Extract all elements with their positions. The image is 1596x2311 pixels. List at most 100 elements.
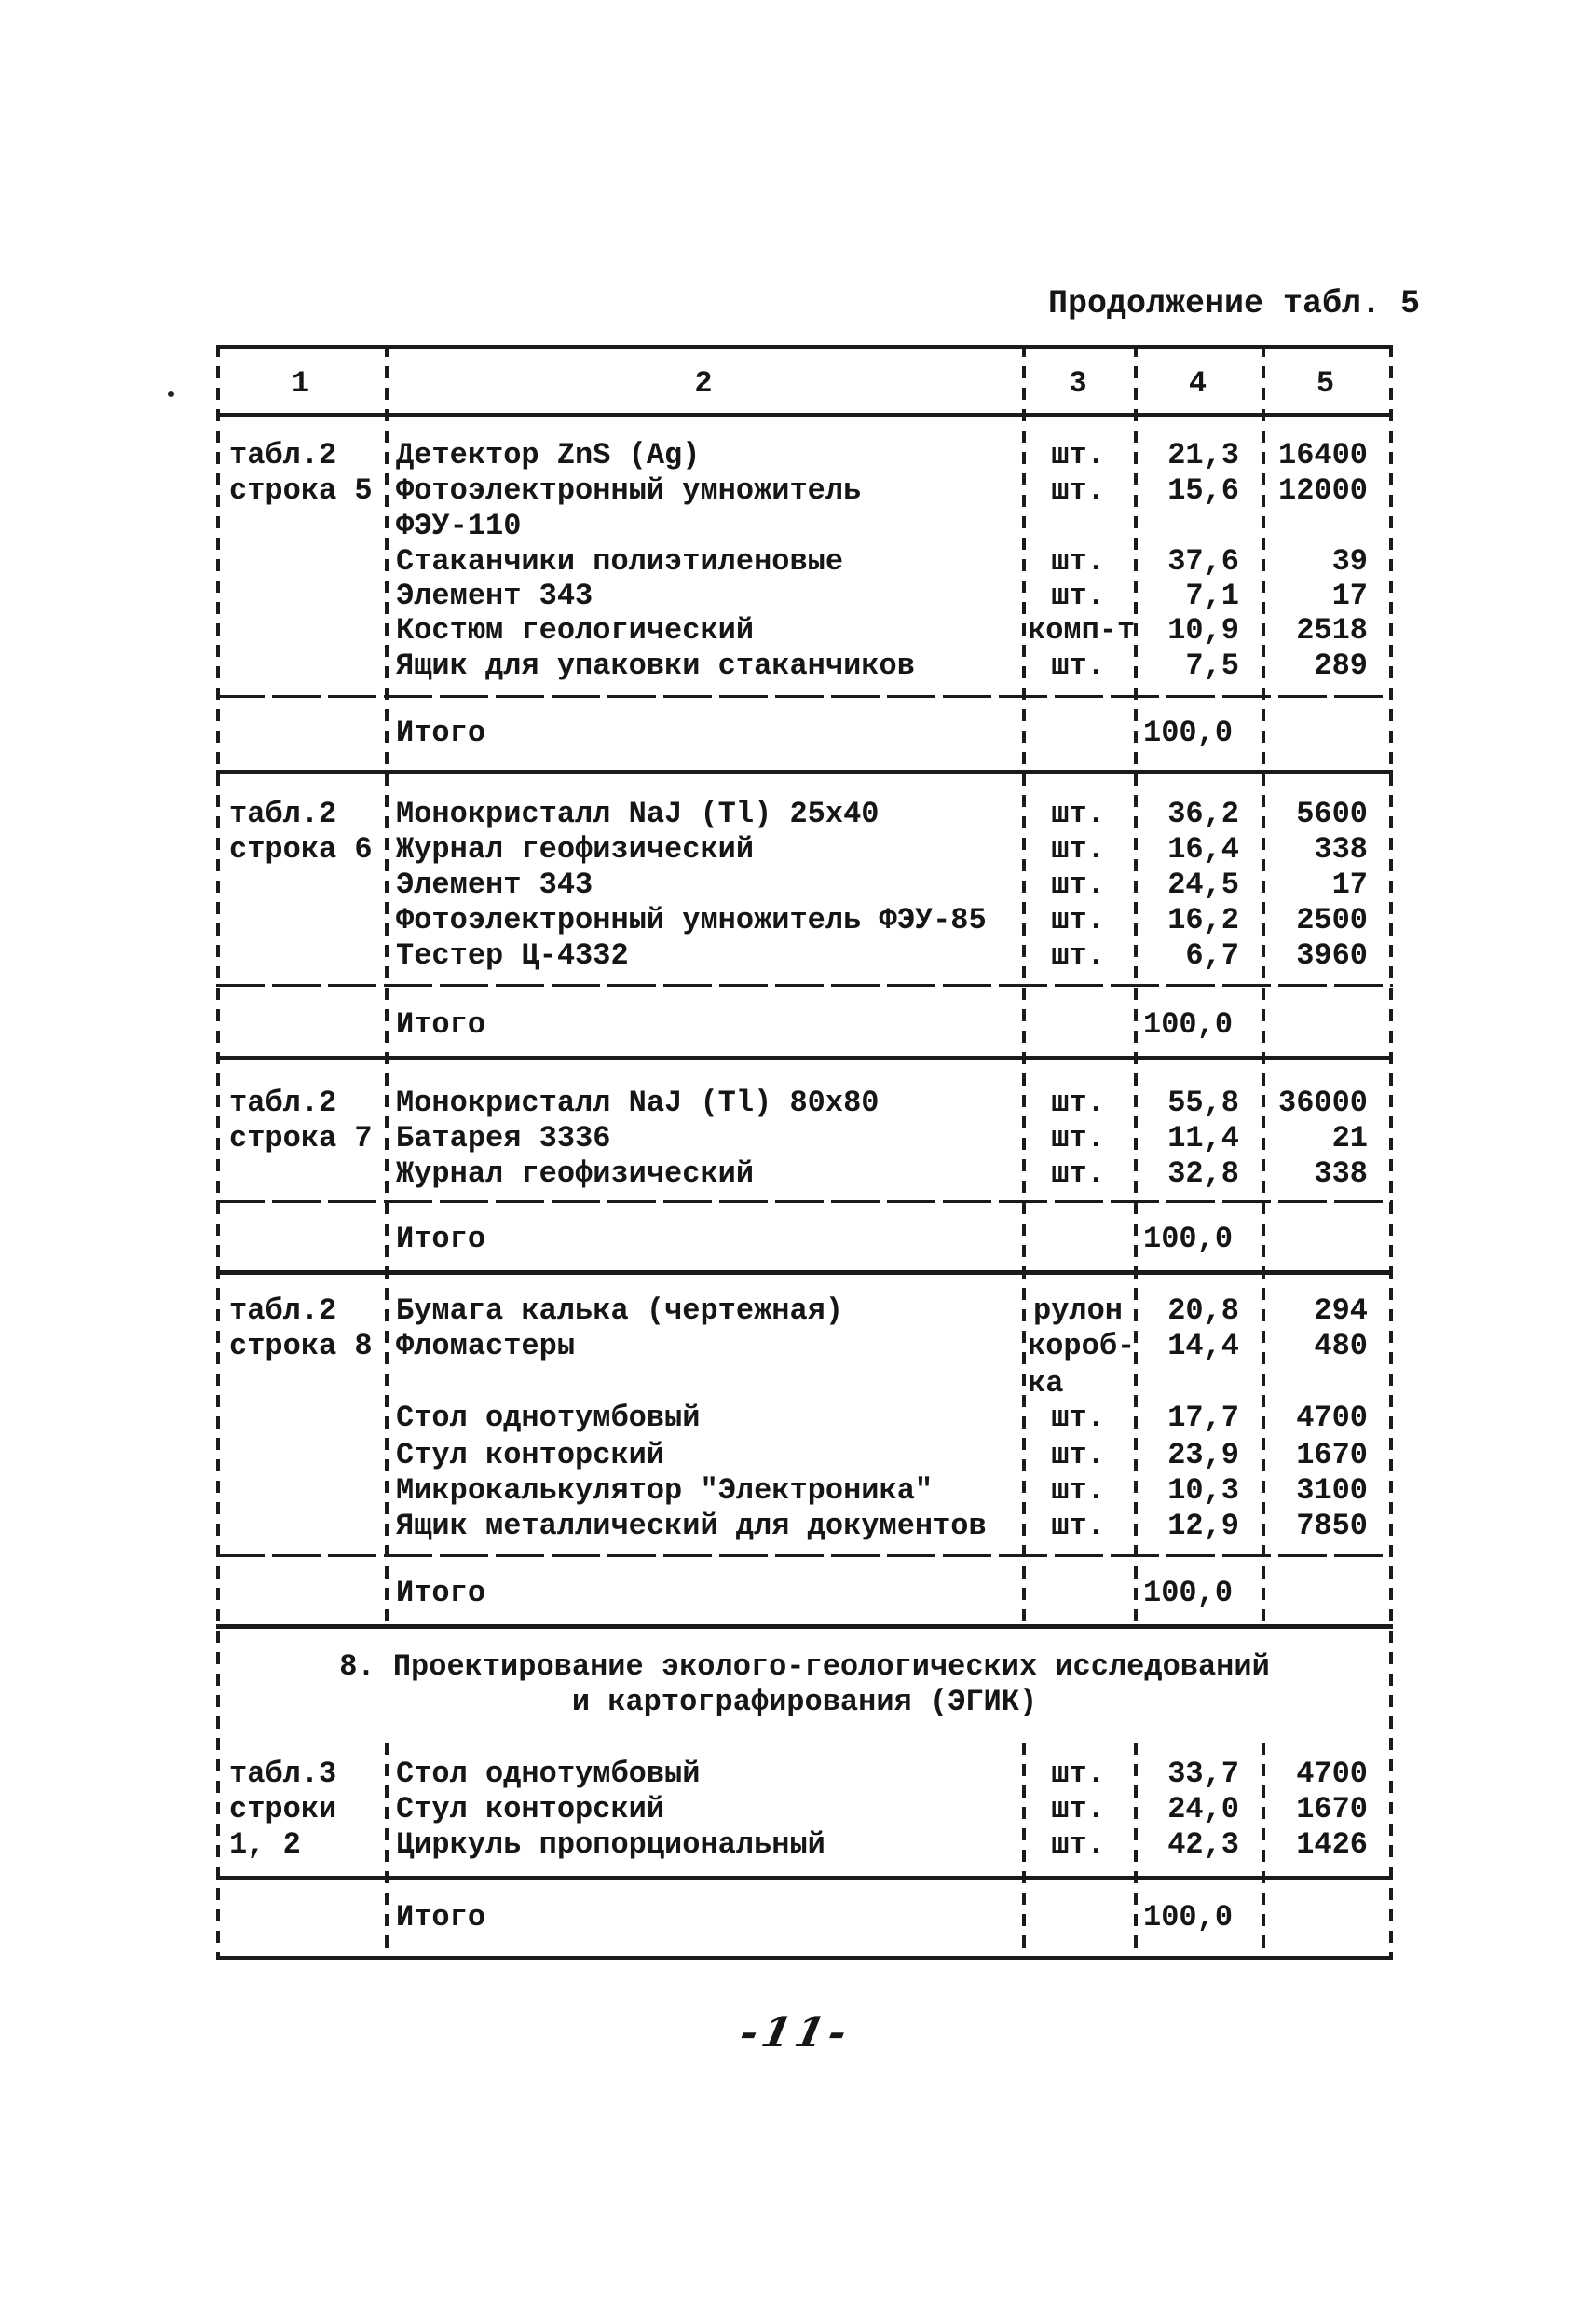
table-row: строка 7 Батарея 3336 шт. 11,4 21 [216, 1121, 1393, 1156]
ref-cell: 1, 2 [229, 1827, 301, 1862]
item-name: Стул конторский [396, 1792, 665, 1826]
unit-cell: шт. [1051, 1086, 1105, 1120]
section-heading-line-1: 8. Проектирование эколого-геологических … [339, 1649, 1270, 1684]
item-name: Фломастеры [396, 1329, 576, 1363]
cost-cell: 7850 [1296, 1509, 1368, 1543]
table-border-left [216, 345, 220, 1960]
percent-cell: 16,4 [1167, 832, 1239, 867]
unit-cell: шт. [1051, 1156, 1105, 1191]
unit-cell: шт. [1051, 1438, 1105, 1472]
cost-cell: 480 [1314, 1329, 1368, 1363]
unit-cell: шт. [1051, 1473, 1105, 1508]
item-name: Монокристалл NaJ (Tl) 80х80 [396, 1086, 880, 1120]
totals-label: Итого [396, 1576, 486, 1610]
totals-value: 100,0 [1143, 1007, 1234, 1042]
item-name: Журнал геофизический [396, 832, 755, 867]
cost-cell: 36000 [1277, 1086, 1368, 1120]
item-name: Фотоэлектронный умножитель ФЭУ-85 [396, 903, 987, 937]
item-name: Костюм геологический [396, 613, 755, 648]
unit-cell: шт. [1051, 1827, 1105, 1862]
unit-cell: шт. [1051, 797, 1105, 831]
row-separator [216, 1200, 1393, 1203]
percent-cell: 12,9 [1167, 1509, 1239, 1543]
table-row: табл.2 Монокристалл NaJ (Tl) 80х80 шт. 5… [216, 1086, 1393, 1121]
unit-cell: шт. [1051, 832, 1105, 867]
ref-cell: строка 5 [229, 473, 373, 508]
totals-label: Итого [396, 716, 486, 750]
table-row: Ящик для упаковки стаканчиков шт. 7,5 28… [216, 649, 1393, 684]
totals-value: 100,0 [1143, 1222, 1234, 1256]
unit-cell: шт. [1051, 1121, 1105, 1156]
table-row: Ящик металлический для документов шт. 12… [216, 1509, 1393, 1544]
row-separator [216, 1876, 1393, 1880]
unit-cell: шт. [1051, 649, 1105, 683]
section-heading-line-2: и картографирования (ЭГИК) [571, 1685, 1038, 1719]
table-row: Микрокалькулятор "Электроника" шт. 10,3 … [216, 1473, 1393, 1509]
header-underline [216, 413, 1393, 417]
totals-row: Итого 100,0 [216, 1007, 1393, 1043]
percent-cell: 32,8 [1167, 1156, 1239, 1191]
cost-cell: 338 [1314, 832, 1368, 867]
unit-cell: рулон [1032, 1293, 1123, 1328]
scan-speck [168, 391, 174, 397]
cost-cell: 5600 [1296, 797, 1368, 831]
table-row: строка 6 Журнал геофизический шт. 16,4 3… [216, 832, 1393, 868]
unit-cell: шт. [1051, 473, 1105, 508]
cost-cell: 289 [1314, 649, 1368, 683]
item-name: ФЭУ-110 [396, 509, 522, 543]
unit-cell: шт. [1051, 544, 1105, 579]
unit-cell: шт. [1051, 1792, 1105, 1826]
table-row: строка 5 Фотоэлектронный умножитель шт. … [216, 473, 1393, 509]
block-separator [216, 1270, 1393, 1275]
cost-cell: 1426 [1296, 1827, 1368, 1862]
totals-value: 100,0 [1143, 1576, 1234, 1610]
table-row: табл.2 Монокристалл NaJ (Tl) 25х40 шт. 3… [216, 797, 1393, 832]
percent-cell: 36,2 [1167, 797, 1239, 831]
percent-cell: 24,5 [1167, 868, 1239, 902]
table-row: Костюм геологический комп-т 10,9 2518 [216, 613, 1393, 649]
ref-cell: табл.2 [229, 797, 337, 831]
table-row: Тестер Ц-4332 шт. 6,7 3960 [216, 938, 1393, 974]
ref-cell: строка 6 [229, 832, 373, 867]
table-row: табл.2 Детектор ZnS (Ag) шт. 21,3 16400 [216, 438, 1393, 473]
item-name: Циркуль пропорциональный [396, 1827, 825, 1862]
column-header-3: 3 [1069, 366, 1087, 401]
ref-cell: табл.2 [229, 1293, 337, 1328]
totals-label: Итого [396, 1222, 486, 1256]
totals-row: Итого 100,0 [216, 1576, 1393, 1611]
percent-cell: 10,3 [1167, 1473, 1239, 1508]
cost-cell: 17 [1331, 579, 1368, 613]
percent-cell: 11,4 [1167, 1121, 1239, 1156]
table-row: строка 8 Фломастеры короб- 14,4 480 [216, 1329, 1393, 1364]
column-header-4: 4 [1188, 366, 1207, 401]
item-name: Тестер Ц-4332 [396, 938, 629, 973]
percent-cell: 42,3 [1167, 1827, 1239, 1862]
cost-cell: 3960 [1296, 938, 1368, 973]
percent-cell: 7,5 [1185, 649, 1239, 683]
item-name: Стол однотумбовый [396, 1757, 701, 1791]
table-row: табл.3 Стол однотумбовый шт. 33,7 4700 [216, 1757, 1393, 1792]
unit-cell: ка [1028, 1366, 1064, 1401]
block-separator [216, 770, 1393, 774]
percent-cell: 10,9 [1167, 613, 1239, 648]
table-border-top [216, 345, 1393, 349]
percent-cell: 23,9 [1167, 1438, 1239, 1472]
column-separator-4b [1262, 1743, 1265, 1960]
column-separator-4 [1262, 345, 1265, 1629]
norms-table: 1 2 3 4 5 табл.2 Детектор ZnS (Ag) шт. 2… [216, 345, 1393, 1960]
ref-cell: табл.2 [229, 438, 337, 472]
percent-cell: 14,4 [1167, 1329, 1239, 1363]
table-header-row: 1 2 3 4 5 [216, 366, 1393, 402]
table-continuation-note: Продолжение табл. 5 [1048, 285, 1421, 322]
unit-cell: шт. [1051, 1509, 1105, 1543]
item-name: Ящик для упаковки стаканчиков [396, 649, 915, 683]
percent-cell: 24,0 [1167, 1792, 1239, 1826]
unit-cell: шт. [1051, 903, 1105, 937]
item-name: Стаканчики полиэтиленовые [396, 544, 844, 579]
cost-cell: 294 [1314, 1293, 1368, 1328]
totals-value: 100,0 [1143, 1900, 1234, 1935]
cost-cell: 2500 [1296, 903, 1368, 937]
item-name: Ящик металлический для документов [396, 1509, 987, 1543]
cost-cell: 21 [1331, 1121, 1368, 1156]
